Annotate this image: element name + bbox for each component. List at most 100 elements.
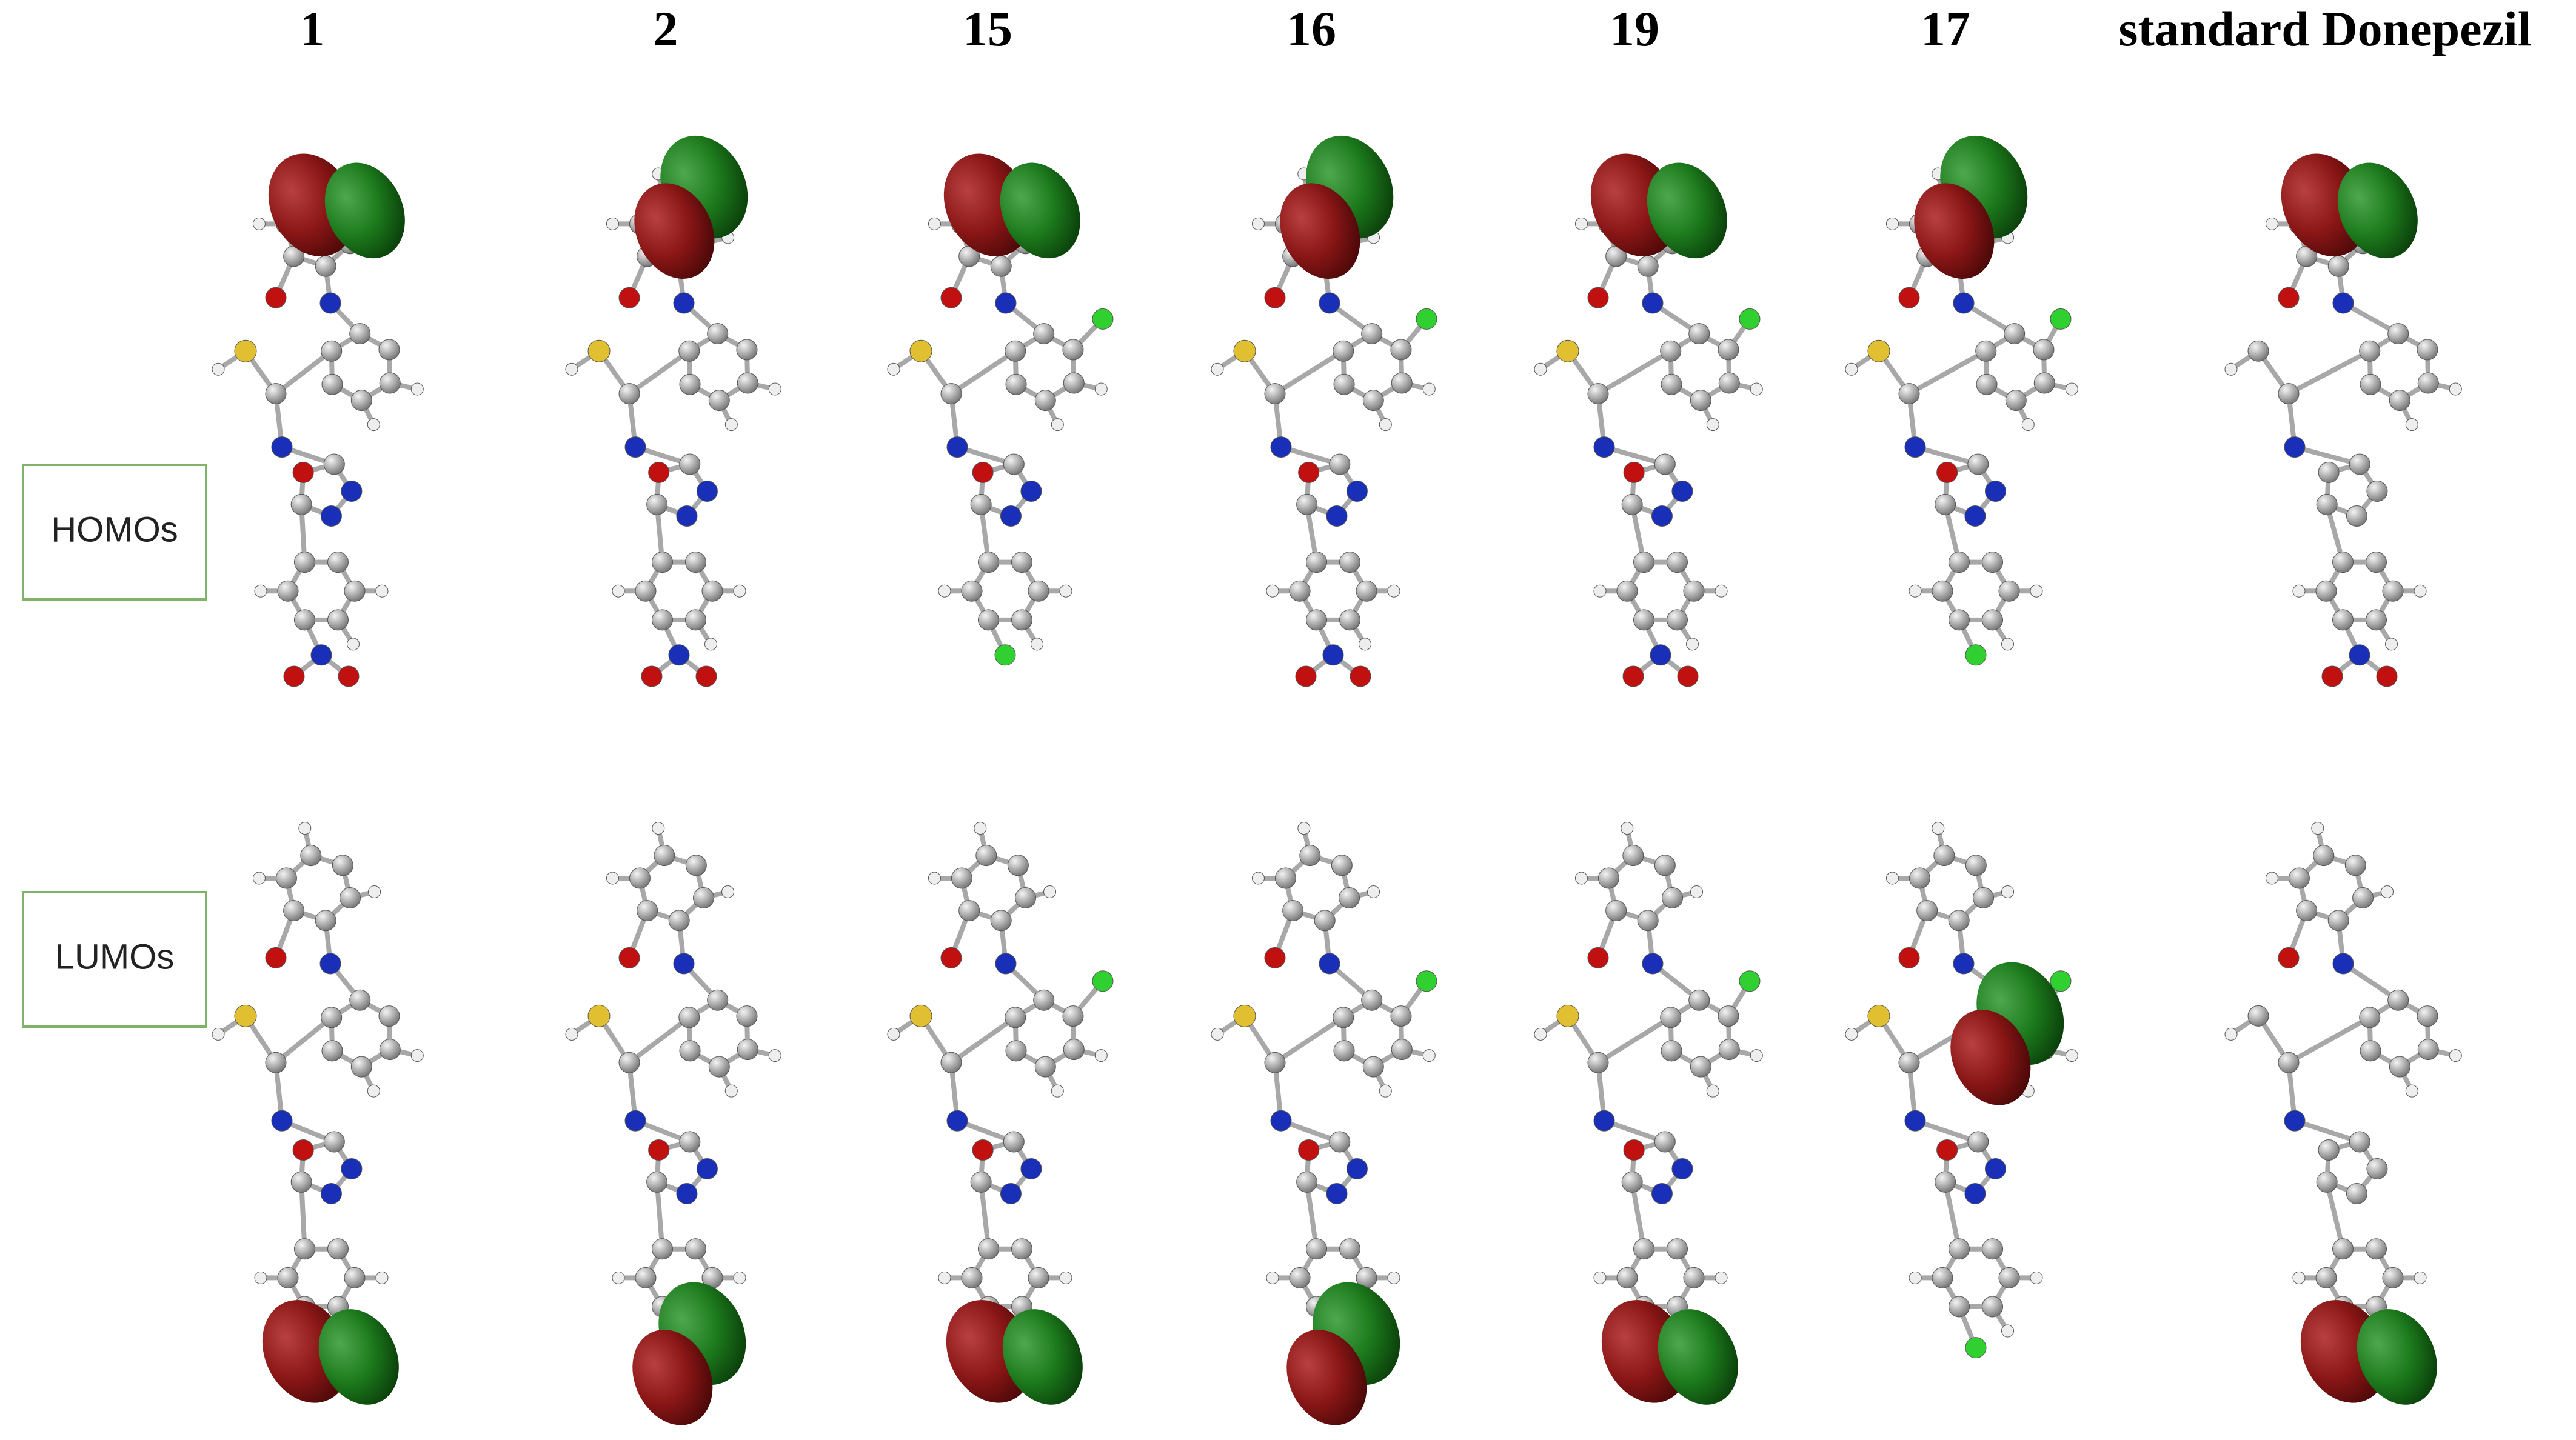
atom	[909, 339, 932, 362]
atom	[1982, 1296, 2003, 1318]
atom	[1661, 373, 1682, 395]
atom	[2366, 1158, 2388, 1180]
bond	[1603, 1118, 1666, 1144]
atom	[1011, 609, 1032, 631]
atom	[587, 1004, 611, 1027]
atom	[1264, 383, 1286, 405]
atom	[648, 1139, 670, 1161]
atom	[1350, 665, 1371, 687]
atom	[1642, 292, 1664, 314]
bond	[1273, 1015, 1345, 1065]
atom	[938, 1271, 951, 1284]
atom	[612, 1271, 625, 1284]
atom	[1028, 1267, 1049, 1288]
atom	[294, 1238, 315, 1260]
atom	[1936, 462, 1958, 484]
atom	[1020, 1158, 1042, 1180]
atom	[350, 1056, 372, 1078]
atom	[338, 665, 360, 687]
atom	[707, 323, 729, 345]
atom	[1092, 970, 1114, 992]
atom	[1654, 1131, 1676, 1153]
atom	[323, 453, 345, 475]
atom	[2065, 1049, 2078, 1062]
atom	[1654, 855, 1676, 876]
atom	[1331, 855, 1353, 876]
molecule	[1845, 135, 2078, 666]
atom	[2296, 900, 2318, 922]
atom	[2417, 372, 2439, 394]
atom	[2405, 1084, 2418, 1098]
atom	[1667, 609, 1688, 631]
atom	[1916, 900, 1938, 922]
atom	[327, 552, 349, 573]
orbital-lobe	[1647, 162, 1727, 259]
atom	[1339, 552, 1360, 573]
atom	[1593, 1110, 1615, 1132]
atom	[1003, 453, 1025, 475]
atom	[587, 339, 611, 362]
molecule	[1211, 822, 1437, 1425]
atom	[379, 1039, 401, 1061]
atom	[1003, 1131, 1025, 1153]
atom	[252, 872, 266, 885]
atom	[2065, 382, 2078, 396]
atom	[624, 436, 646, 458]
atom	[2050, 308, 2072, 330]
atom	[290, 493, 312, 515]
atom	[315, 255, 336, 277]
atom	[327, 1238, 349, 1260]
atom	[1718, 1005, 1739, 1027]
atom	[2366, 1238, 2387, 1260]
atom	[1651, 505, 1673, 527]
bond	[2287, 1015, 2371, 1065]
atom	[277, 580, 299, 602]
atom	[1964, 505, 1986, 527]
atom	[1298, 462, 1320, 484]
atom	[1251, 217, 1265, 230]
atom	[1329, 453, 1351, 475]
atom	[1587, 1052, 1609, 1073]
atom	[2360, 373, 2381, 395]
molecule	[1534, 822, 1763, 1405]
atom	[1361, 323, 1383, 345]
atom	[410, 1049, 424, 1062]
atom	[1715, 1271, 1728, 1284]
atom	[887, 1027, 900, 1041]
atom	[2349, 644, 2370, 666]
atom	[265, 1052, 287, 1073]
atom	[1534, 362, 1547, 376]
atom	[1982, 1238, 2003, 1260]
atom	[1264, 947, 1286, 968]
atom	[641, 665, 663, 687]
atom	[2332, 292, 2354, 314]
atom	[1270, 436, 1292, 458]
orbital-lobe	[1002, 1309, 1083, 1405]
atom	[1904, 436, 1926, 458]
atom	[292, 1139, 314, 1161]
atom	[320, 505, 342, 527]
atom	[1062, 339, 1084, 361]
orbital-lobe	[1914, 183, 1995, 279]
atom	[319, 292, 341, 314]
column-header: standard Donepezil	[2118, 1, 2531, 56]
atom	[265, 383, 287, 405]
atom	[1984, 481, 2006, 502]
atom	[1339, 887, 1360, 908]
atom	[1932, 580, 1953, 602]
atom	[319, 953, 341, 975]
atom	[2284, 1110, 2306, 1132]
atom	[2265, 217, 2278, 230]
atom	[1633, 1238, 1654, 1260]
atom	[1094, 1049, 1108, 1062]
atom	[1867, 339, 1890, 362]
atom	[265, 947, 287, 968]
bond	[627, 1015, 691, 1065]
atom	[1909, 867, 1930, 889]
molecule	[2224, 153, 2462, 687]
atom	[1654, 453, 1676, 475]
bond	[1273, 348, 1345, 396]
atom	[946, 436, 968, 458]
atom	[1973, 887, 1995, 908]
atom	[618, 947, 640, 968]
